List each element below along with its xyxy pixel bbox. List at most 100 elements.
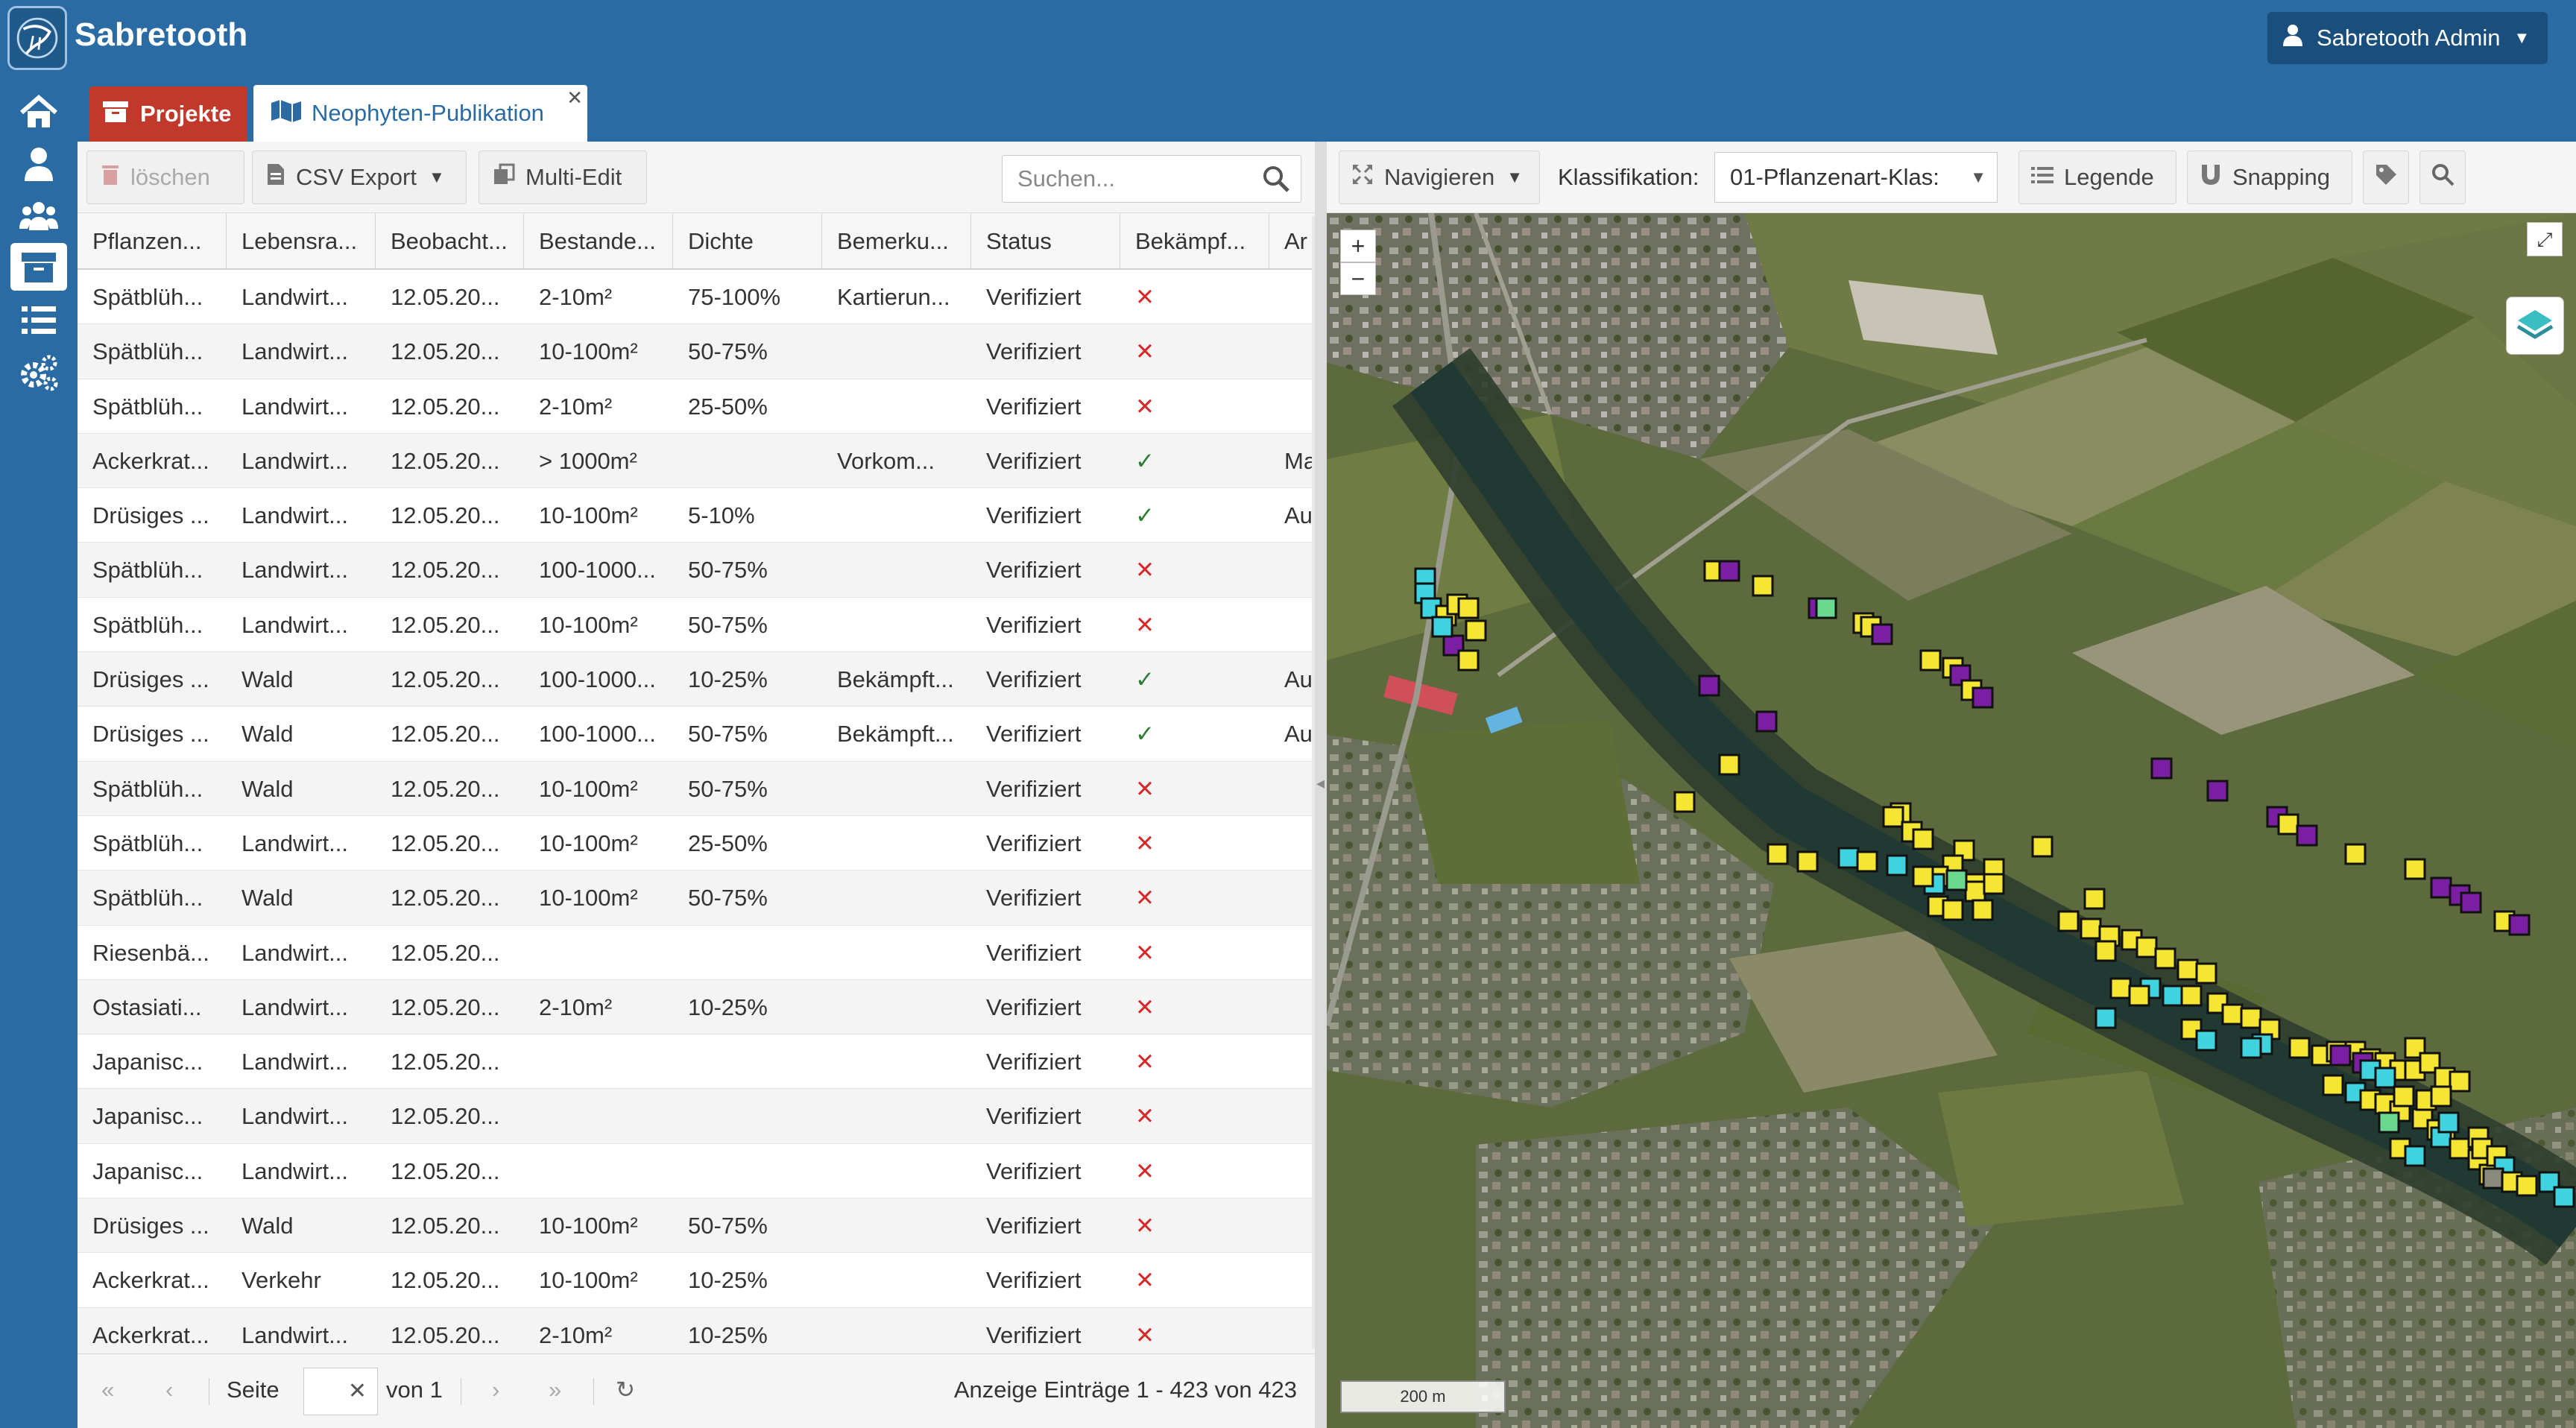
delete-button[interactable]: löschen: [86, 151, 244, 204]
map-marker[interactable]: [1972, 899, 1994, 921]
map-marker[interactable]: [2288, 1037, 2311, 1059]
tab-neophyten-publikation[interactable]: Neophyten-Publikation ✕: [253, 85, 587, 142]
legend-button[interactable]: Legende: [2018, 151, 2176, 204]
column-header[interactable]: Bestande...: [524, 213, 673, 270]
search-icon[interactable]: [1262, 165, 1290, 199]
refresh-icon[interactable]: ↻: [616, 1377, 635, 1403]
map-marker[interactable]: [1718, 754, 1740, 776]
map-marker[interactable]: [1945, 869, 1968, 891]
map-marker[interactable]: [2553, 1186, 2575, 1208]
map-marker[interactable]: [2221, 1003, 2244, 1026]
sidebar-item-users[interactable]: [10, 192, 67, 240]
layer-switcher-button[interactable]: [2506, 297, 2564, 355]
map-marker[interactable]: [2150, 757, 2173, 780]
snapping-button[interactable]: Snapping: [2187, 151, 2352, 204]
map-marker[interactable]: [2277, 813, 2299, 835]
map-marker[interactable]: [1871, 623, 1893, 645]
map-marker[interactable]: [1919, 649, 1942, 672]
map-marker[interactable]: [1755, 710, 1778, 733]
map-marker[interactable]: [2176, 958, 2199, 981]
csv-export-button[interactable]: CSV Export ▼: [252, 151, 467, 204]
column-header[interactable]: Bemerku...: [822, 213, 971, 270]
fullscreen-icon[interactable]: ⤢: [2527, 222, 2563, 256]
column-header[interactable]: Dichte: [673, 213, 822, 270]
map-marker[interactable]: [1718, 560, 1740, 582]
page-input[interactable]: ✕: [303, 1368, 378, 1415]
table-row[interactable]: Riesenbä... Landwirt... 12.05.20... Verifiz…: [78, 926, 1315, 980]
map-search-button[interactable]: [2419, 151, 2466, 204]
map-marker[interactable]: [2378, 1111, 2400, 1134]
map-marker[interactable]: [2240, 1007, 2262, 1029]
table-row[interactable]: Spätblüh... Landwirt... 12.05.20... 10-100m…: [78, 598, 1315, 653]
map-marker[interactable]: [2344, 843, 2367, 865]
table-row[interactable]: Japanisc... Landwirt... 12.05.20... Verifiz…: [78, 1089, 1315, 1144]
table-row[interactable]: Drüsiges ... Wald 12.05.20... 10-100m² 50-75…: [78, 1198, 1315, 1254]
column-header[interactable]: Lebensra...: [227, 213, 376, 270]
table-row[interactable]: Japanisc... Landwirt... 12.05.20... Verifiz…: [78, 1034, 1315, 1090]
map-marker[interactable]: [2094, 1007, 2117, 1029]
map-marker[interactable]: [2430, 876, 2452, 899]
map-marker[interactable]: [1912, 828, 1934, 850]
map-marker[interactable]: [2404, 858, 2426, 880]
map-marker[interactable]: [2460, 891, 2482, 914]
table-row[interactable]: Spätblüh... Landwirt... 12.05.20... 100-100…: [78, 543, 1315, 598]
map-marker[interactable]: [1465, 619, 1487, 642]
map-marker[interactable]: [2374, 1067, 2396, 1089]
table-row[interactable]: Ackerkrat... Landwirt... 12.05.20... 2-10m²…: [78, 1307, 1315, 1353]
map-marker[interactable]: [2482, 1167, 2504, 1190]
table-row[interactable]: Spätblüh... Wald 12.05.20... 10-100m² 50-75%…: [78, 871, 1315, 926]
map-marker[interactable]: [2437, 1111, 2460, 1134]
map-marker[interactable]: [1972, 686, 1994, 709]
sidebar-item-list[interactable]: [10, 297, 67, 344]
map-marker[interactable]: [2128, 985, 2150, 1007]
map-marker[interactable]: [2449, 1070, 2471, 1093]
last-page-icon[interactable]: »: [549, 1377, 562, 1403]
map-marker[interactable]: [2083, 888, 2106, 910]
column-header[interactable]: Bekämpf...: [1120, 213, 1269, 270]
map-marker[interactable]: [2404, 1145, 2426, 1167]
table-row[interactable]: Drüsiges ... Wald 12.05.20... 100-1000... 10…: [78, 652, 1315, 707]
zoom-out-button[interactable]: −: [1340, 262, 1376, 295]
close-icon[interactable]: ✕: [566, 86, 583, 109]
next-page-icon[interactable]: ›: [492, 1377, 500, 1403]
map-marker[interactable]: [1457, 649, 1480, 672]
map-marker[interactable]: [2135, 936, 2158, 958]
map-marker[interactable]: [2195, 1029, 2217, 1052]
map-marker[interactable]: [1673, 791, 1696, 813]
map-marker[interactable]: [2449, 1137, 2471, 1160]
user-menu-button[interactable]: Sabretooth Admin ▼: [2267, 12, 2548, 64]
table-row[interactable]: Spätblüh... Wald 12.05.20... 10-100m² 50-75%…: [78, 761, 1315, 816]
map-marker[interactable]: [1886, 854, 1908, 876]
sidebar-item-home[interactable]: [10, 88, 67, 136]
table-row[interactable]: Spätblüh... Landwirt... 12.05.20... 2-10m² 2…: [78, 379, 1315, 434]
map-marker[interactable]: [2393, 1085, 2415, 1108]
map-marker[interactable]: [2031, 835, 2053, 858]
map-marker[interactable]: [2109, 977, 2132, 999]
map-marker[interactable]: [1912, 865, 1934, 888]
map-marker[interactable]: [2180, 985, 2203, 1007]
table-row[interactable]: Ackerkrat... Landwirt... 12.05.20... > 1000…: [78, 433, 1315, 489]
map-marker[interactable]: [2508, 914, 2531, 936]
map-marker[interactable]: [1837, 847, 1860, 869]
map-marker[interactable]: [2322, 1074, 2344, 1096]
tag-button[interactable]: [2363, 151, 2409, 204]
zoom-in-button[interactable]: +: [1340, 230, 1376, 262]
map-marker[interactable]: [2430, 1085, 2452, 1108]
map-marker[interactable]: [2296, 824, 2318, 847]
map-marker[interactable]: [1431, 616, 1453, 638]
map-marker[interactable]: [2195, 962, 2217, 985]
column-header[interactable]: Pflanzen...: [78, 213, 227, 270]
sidebar-item-user[interactable]: [10, 140, 67, 188]
table-row[interactable]: Drüsiges ... Wald 12.05.20... 100-1000... 50…: [78, 707, 1315, 762]
sidebar-item-projects[interactable]: [10, 243, 67, 291]
table-row[interactable]: Spätblüh... Landwirt... 12.05.20... 10-100m…: [78, 816, 1315, 871]
map-marker[interactable]: [2206, 780, 2229, 802]
column-header[interactable]: Beobacht...: [376, 213, 524, 270]
classification-select[interactable]: 01-Pflanzenart-Klas: ▼: [1714, 152, 1998, 203]
map-marker[interactable]: [1856, 850, 1878, 873]
column-header[interactable]: Status: [971, 213, 1120, 270]
prev-page-icon[interactable]: ‹: [165, 1377, 174, 1403]
table-row[interactable]: Spätblüh... Landwirt... 12.05.20... 2-10m² 7…: [78, 270, 1315, 325]
map-marker[interactable]: [1698, 674, 1720, 697]
map-marker[interactable]: [1767, 843, 1789, 865]
